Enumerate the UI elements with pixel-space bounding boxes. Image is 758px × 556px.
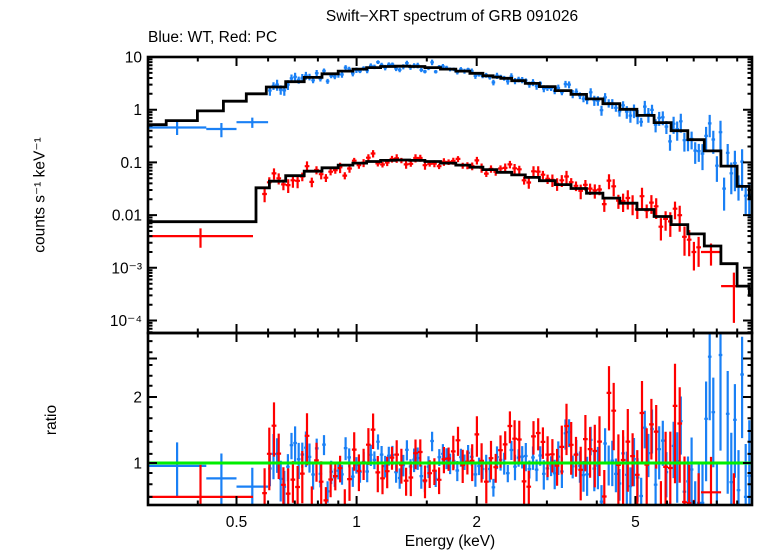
y-tick-label: 0.1 — [120, 155, 142, 172]
ratio-panel-content — [148, 333, 752, 505]
pc-model-line — [148, 158, 752, 297]
y-tick-label: 10⁻³ — [111, 260, 142, 277]
y-tick-label: 10⁻⁴ — [110, 313, 142, 330]
ratio-tick-label: 1 — [133, 455, 142, 472]
ratio-panel-frame — [146, 331, 754, 507]
spectrum-x-ticks — [196, 57, 739, 333]
x-tick-label: 1 — [352, 514, 361, 531]
pc-spectrum-data — [148, 150, 747, 323]
ratio-tick-label: 2 — [133, 390, 142, 407]
y-tick-label: 10 — [125, 50, 143, 67]
wt-ratio-data — [148, 333, 752, 505]
wt-model-line — [148, 64, 752, 199]
x-tick-label: 0.5 — [226, 514, 248, 531]
y-tick-label: 0.01 — [112, 208, 142, 225]
x-axis-label-energy: Energy (keV) — [404, 533, 496, 550]
wt-spectrum-data — [148, 59, 752, 217]
y-tick-label: 1 — [133, 102, 142, 119]
pc-ratio-data — [148, 363, 735, 505]
x-tick-label: 5 — [631, 514, 640, 531]
chart-title: Swift−XRT spectrum of GRB 091026 — [325, 8, 579, 25]
spectrum-y-ticks — [148, 56, 752, 334]
x-tick-label: 2 — [472, 514, 481, 531]
ratio-y-ticks — [148, 340, 752, 498]
ratio-x-ticks — [196, 333, 739, 505]
spectrum-panel-frame — [146, 55, 754, 335]
chart-subtitle: Blue: WT, Red: PC — [148, 29, 278, 46]
spectrum-panel-content — [148, 59, 752, 323]
